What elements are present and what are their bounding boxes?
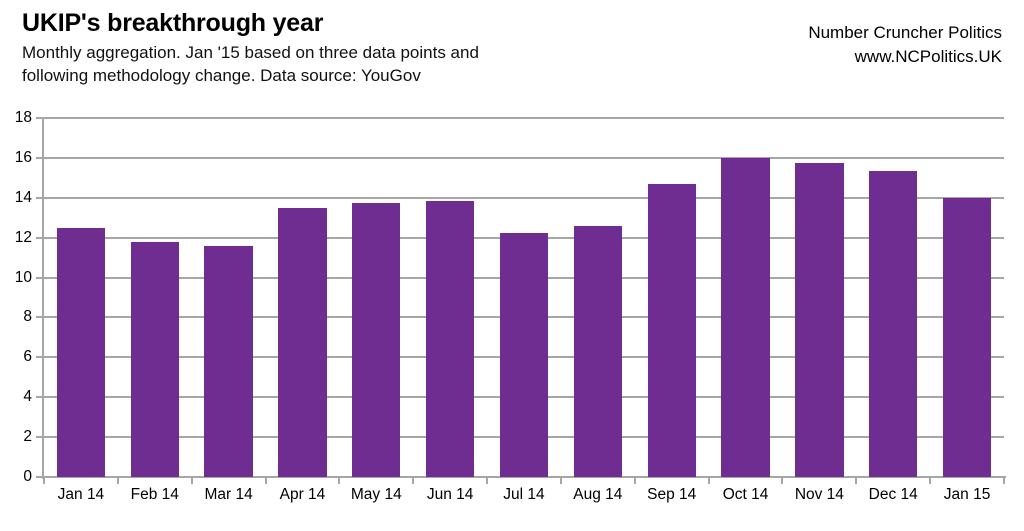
y-tick-mark-14 [36,196,44,199]
x-axis-tick-label: Sep 14 [647,486,697,503]
bar [795,162,844,477]
y-tick-mark-16 [36,156,44,159]
chart-subtitle-line-1: Monthly aggregation. Jan '15 based on th… [22,43,479,62]
y-axis-tick-label: 10 [14,268,32,286]
y-axis-tick-label: 4 [23,388,32,406]
chart-subtitle-line-2: following methodology change. Data sourc… [22,66,421,85]
x-axis-tick-label: Aug 14 [573,486,623,503]
x-tick-mark [633,477,636,484]
x-axis-labels: Jan 14 Feb 14 Mar 14 Apr 14 May 14 Jun 14 Jul … [0,486,1024,516]
x-tick-mark [116,477,119,484]
x-axis-tick-label: Jul 14 [503,486,545,503]
title-block: UKIP's breakthrough year Monthly aggrega… [22,8,742,87]
bar [721,157,770,477]
x-tick-mark [1003,477,1005,484]
page-title: UKIP's breakthrough year [22,9,324,37]
x-tick-mark [855,477,858,484]
x-axis-line [44,476,1006,478]
y-tick-mark-18 [36,117,44,119]
x-axis-tick-label: May 14 [350,486,402,503]
x-axis-tick-label: Feb 14 [130,486,179,503]
x-tick-mark [264,477,267,484]
y-axis-tick-label: 0 [23,468,32,485]
y-axis-tick-label: 6 [23,348,32,366]
chart-subtitle: Monthly aggregation. Jan '15 based on th… [22,41,742,87]
bar [499,232,549,477]
x-axis-tick-label: Apr 14 [279,486,326,503]
bar [278,207,327,477]
bar [352,202,401,477]
x-axis-tick-label: Dec 14 [868,486,918,503]
bar [573,225,623,477]
y-tick-mark-0 [36,476,44,478]
y-tick-mark-2 [36,436,44,439]
bar [204,245,253,477]
bar [56,227,106,477]
x-tick-mark [707,477,710,484]
bar [425,200,475,477]
bar [647,183,696,477]
x-axis-tick-label: Jan 15 [943,486,991,503]
x-tick-mark [559,477,562,484]
x-tick-mark [190,477,193,484]
attribution-website: www.NCPolitics.UK [854,47,1002,66]
y-tick-mark-4 [36,396,44,399]
x-axis-tick-label: Nov 14 [794,486,844,503]
x-axis-tick-label: Oct 14 [722,486,769,503]
y-tick-mark-10 [36,276,44,279]
chart-header: UKIP's breakthrough year Monthly aggrega… [0,0,1024,108]
x-axis-tick-label: Jun 14 [426,486,474,503]
x-axis-tick-label: Jan 14 [57,486,105,503]
y-tick-mark-8 [36,316,44,319]
y-axis-tick-label: 12 [14,228,32,246]
x-tick-mark [338,477,341,484]
y-axis-tick-label: 14 [14,188,32,206]
attribution-block: Number Cruncher Politics www.NCPolitics.… [808,21,1002,69]
y-axis-tick-label: 16 [14,148,32,166]
bar [942,197,992,477]
y-axis-tick-label: 18 [14,109,32,126]
x-tick-mark [43,477,45,484]
bars-layer [44,118,1004,477]
gridline-18 [44,117,1004,119]
bar [130,241,179,477]
y-axis-line [42,117,44,479]
y-axis-tick-label: 8 [23,308,32,326]
y-tick-mark-6 [36,356,44,359]
gridline-14 [44,196,1004,199]
attribution-brand: Number Cruncher Politics [808,23,1002,42]
bar [869,170,918,477]
y-axis-tick-label: 2 [23,428,32,446]
x-tick-mark [412,477,415,484]
y-tick-mark-12 [36,236,44,239]
x-axis-tick-label: Mar 14 [204,486,253,503]
gridline-16 [44,156,1004,159]
x-tick-mark [929,477,932,484]
x-tick-mark [781,477,784,484]
x-tick-mark [486,477,489,484]
